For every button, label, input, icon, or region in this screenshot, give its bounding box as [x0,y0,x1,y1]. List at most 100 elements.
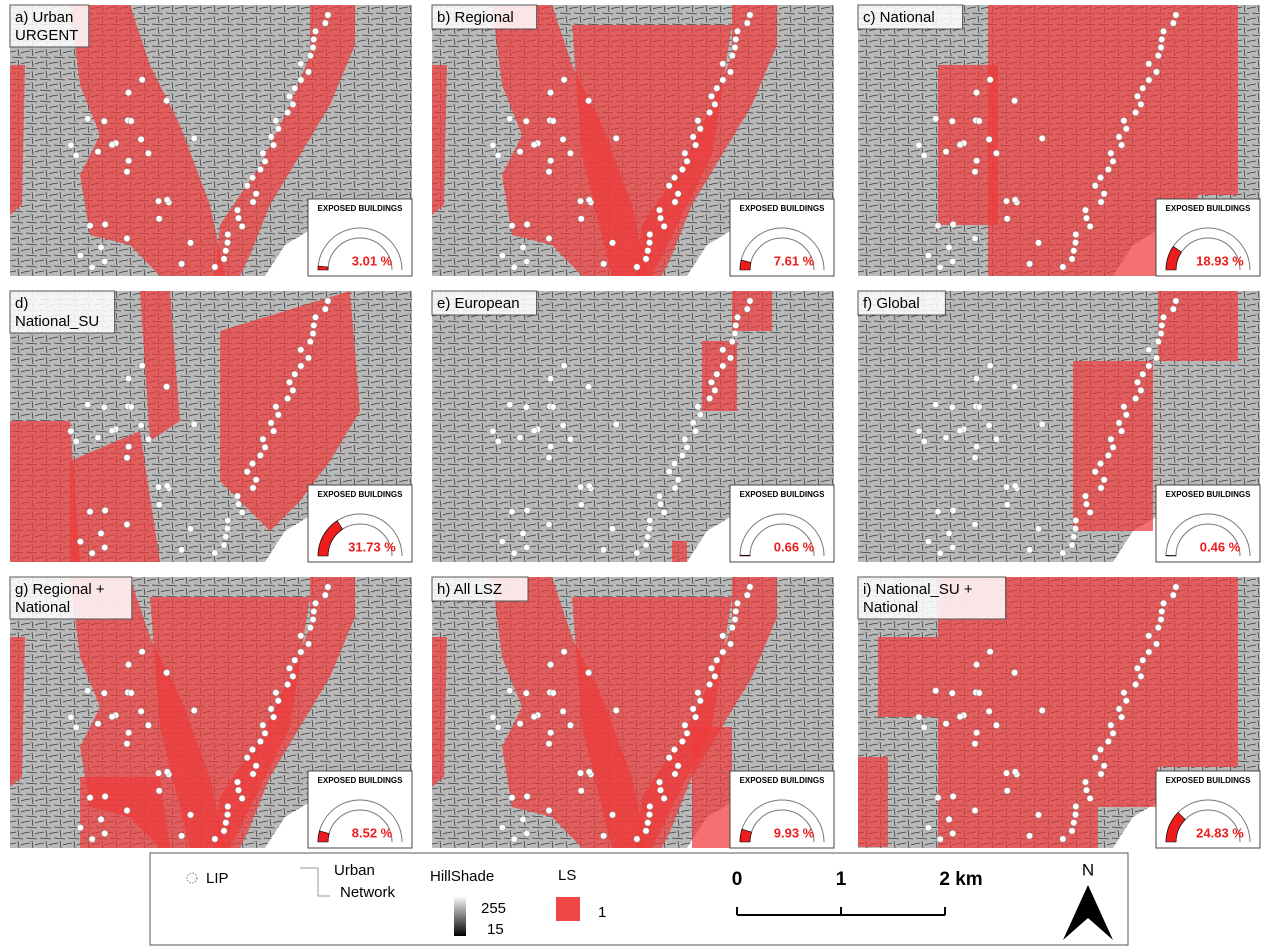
lip-point [1146,633,1152,639]
lip-point [138,136,144,142]
lip-point [223,534,229,540]
gauge-value: 18.93 % [1196,253,1244,268]
lip-point [290,673,296,679]
lip-point [286,665,292,671]
lip-point [125,444,131,450]
lip-point [178,547,184,553]
lip-point [124,235,130,241]
lip-point [684,730,690,736]
lip-point [310,44,316,50]
lip-point [1092,755,1098,761]
lip-point [298,363,304,369]
lip-point [524,258,530,264]
lip-point [1121,690,1127,696]
gauge-title: EXPOSED BUILDINGS [318,776,404,785]
lip-point [1123,126,1129,132]
lip-point [1170,592,1176,598]
lip-point [322,20,328,26]
lip-point [156,502,162,508]
lip-point [234,779,240,785]
lip-point [87,509,93,515]
lip-point [101,118,107,124]
lip-point [511,836,517,842]
lip-point [708,93,714,99]
lip-point [1097,460,1103,466]
lip-point [125,89,131,95]
gauge-fill [1166,555,1176,556]
lip-point [307,338,313,344]
gauge-title: EXPOSED BUILDINGS [1166,490,1252,499]
lip-point [234,493,240,499]
lip-point [973,661,979,667]
scale-label: 2 km [939,869,982,890]
lip-point [916,428,922,434]
lip-point [692,142,698,148]
lip-point [310,616,316,622]
lip-point [1173,12,1179,18]
lip-point [547,375,553,381]
map-panel: f) GlobalEXPOSED BUILDINGS0.46 % [858,291,1260,562]
lip-point [1087,795,1093,801]
lip-point [547,661,553,667]
lip-point [1026,547,1032,553]
lip-point [1170,20,1176,26]
panel-label: a) Urban [15,9,73,26]
lip-point [1158,330,1164,336]
lip-point [124,807,130,813]
lip-point [671,460,677,466]
lip-point [646,239,652,245]
lip-point [249,174,255,180]
lip-point [1159,322,1165,328]
lip-point [221,828,227,834]
susceptible-zone [1158,291,1238,361]
lip-point [957,142,963,148]
lip-point [163,384,169,390]
lip-point [546,235,552,241]
lip-point [695,690,701,696]
lip-point [221,542,227,548]
lip-point [531,142,537,148]
lip-point [682,150,688,156]
lip-point [547,89,553,95]
hillshade-ramp [454,896,466,936]
lip-point [1116,420,1122,426]
lip-point [973,158,979,164]
lip-point [679,738,685,744]
lip-point [77,824,83,830]
lip-point [73,152,79,158]
lip-point [499,538,505,544]
susceptible-zone [878,637,938,717]
gauge-title: EXPOSED BUILDINGS [740,204,826,213]
panel-label: i) National_SU + [863,581,973,598]
lip-point [286,93,292,99]
lip-point [322,306,328,312]
lip-point [987,77,993,83]
lip-point [613,707,619,713]
lip-point [720,649,726,655]
lip-point [609,812,615,818]
lip-point [95,435,101,441]
lip-point [223,248,229,254]
lip-point [684,158,690,164]
gauge-value: 3.01 % [352,253,393,268]
lip-point [1092,469,1098,475]
lip-point [986,708,992,714]
lip-point [223,820,229,826]
lip-point [292,371,298,377]
lip-point [600,261,606,267]
lip-point [695,404,701,410]
lip-point [567,150,573,156]
lip-point [102,507,108,513]
lip-point [1134,665,1140,671]
lip-point [128,690,134,696]
lip-point [925,538,931,544]
lip-point [950,830,956,836]
lip-point [561,649,567,655]
lip-point [679,452,685,458]
lip-point [221,256,227,262]
lip-point [155,198,161,204]
lip-point [714,657,720,663]
lip-point [643,828,649,834]
lip-point [561,363,567,369]
lip-point [156,216,162,222]
